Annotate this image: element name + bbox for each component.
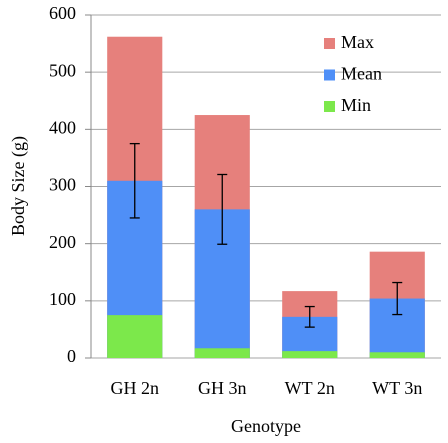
error-bar xyxy=(217,173,228,245)
legend-label: Max xyxy=(341,32,374,52)
x-axis-title: Genotype xyxy=(231,416,301,436)
error-bar xyxy=(392,281,403,316)
y-tick-label: 200 xyxy=(49,232,76,252)
bar xyxy=(107,315,163,358)
x-tick-label: GH 3n xyxy=(198,378,247,398)
bar xyxy=(369,352,425,358)
y-tick-label: 300 xyxy=(49,175,76,195)
y-tick-label: 0 xyxy=(67,346,76,366)
legend-label: Mean xyxy=(341,64,382,84)
bar xyxy=(194,348,250,358)
legend-swatch xyxy=(324,101,335,112)
y-tick-label: 400 xyxy=(49,117,76,137)
legend-swatch xyxy=(324,38,335,49)
y-tick-label: 500 xyxy=(49,60,76,80)
y-tick-label: 100 xyxy=(49,289,76,309)
error-bar xyxy=(129,142,140,219)
legend-swatch xyxy=(324,69,335,81)
error-bar xyxy=(304,305,315,328)
legend-label: Min xyxy=(341,95,371,115)
y-axis-title: Body Size (g) xyxy=(8,136,29,236)
x-tick-label: GH 2n xyxy=(111,378,160,398)
y-tick-label: 600 xyxy=(49,3,76,23)
x-tick-label: WT 2n xyxy=(285,378,335,398)
bar xyxy=(282,351,338,358)
x-tick-label: WT 3n xyxy=(372,378,422,398)
